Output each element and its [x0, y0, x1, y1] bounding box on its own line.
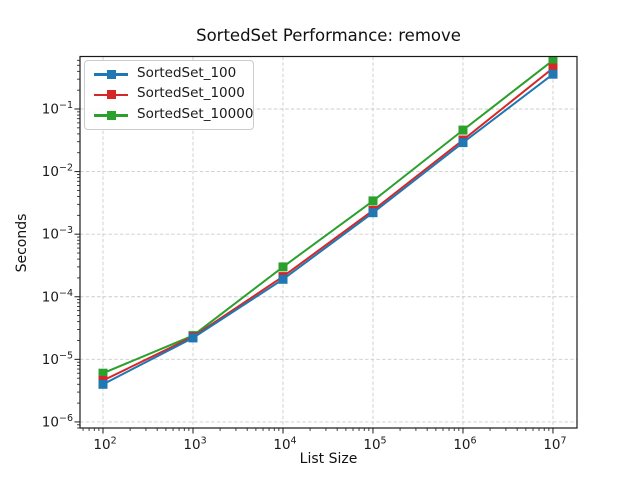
- data-point-marker: [278, 262, 288, 272]
- series-line: [102, 73, 554, 386]
- data-point-marker: [188, 333, 198, 343]
- y-tick-label: 10−1: [42, 100, 73, 118]
- chart-title: SortedSet Performance: remove: [196, 26, 461, 45]
- legend-marker-icon: [94, 69, 128, 80]
- legend-label: SortedSet_100: [137, 64, 237, 81]
- legend: SortedSet_100 SortedSet_1000 SortedSet_100…: [84, 60, 254, 130]
- legend-item-SortedSet_1000: SortedSet_1000: [94, 87, 249, 103]
- plot-area: [98, 56, 558, 389]
- series-SortedSet_100: [98, 69, 558, 389]
- legend-marker-icon: [94, 110, 128, 121]
- data-point-marker: [548, 63, 558, 73]
- y-tick-label: 10−3: [42, 225, 73, 243]
- legend-item-SortedSet_100: SortedSet_100: [94, 64, 249, 83]
- legend-item-SortedSet_10000: SortedSet_10000: [94, 107, 253, 124]
- data-point-marker: [278, 274, 288, 284]
- data-point-marker: [458, 138, 468, 148]
- data-point-marker: [368, 196, 378, 206]
- y-tick-label: 10−2: [42, 163, 73, 181]
- y-tick-label: 10−6: [42, 413, 73, 431]
- y-tick-label: 10−5: [42, 350, 73, 368]
- data-point-marker: [368, 208, 378, 218]
- y-tick-label: 10−4: [42, 288, 73, 306]
- data-point-marker: [548, 56, 558, 65]
- legend-label: SortedSet_10000: [137, 105, 254, 122]
- data-point-marker: [98, 368, 108, 378]
- axes-spines: [79, 55, 578, 429]
- data-point-marker: [548, 69, 558, 79]
- legend-marker-icon: [94, 89, 128, 100]
- data-point-marker: [98, 379, 108, 389]
- legend-label: SortedSet_1000: [137, 85, 245, 102]
- series-line: [102, 67, 554, 382]
- y-axis-label: Seconds: [14, 213, 30, 273]
- data-point-marker: [458, 125, 468, 135]
- tick-labels: 102 103 104 105 106 10710−610−510−410−310−210…: [42, 100, 567, 453]
- series-line: [102, 59, 554, 375]
- x-axis-label: List Size: [299, 451, 358, 467]
